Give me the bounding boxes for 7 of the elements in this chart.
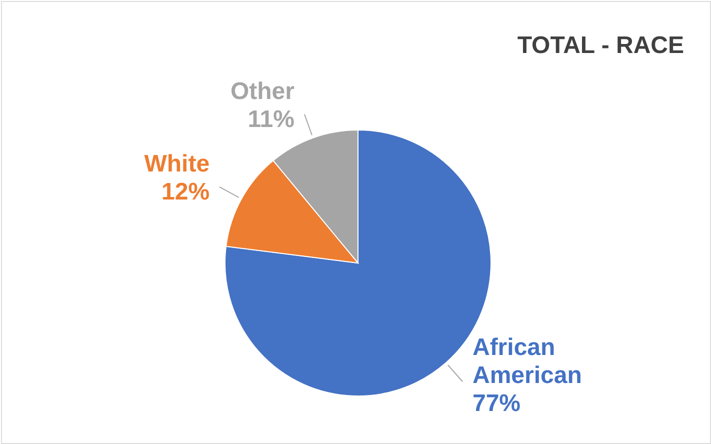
data-label: 11% [248,106,294,133]
chart-title: TOTAL - RACE [517,32,684,59]
slice-label: White [144,150,210,178]
slice-label: Other [230,78,294,105]
data-label: 77% [472,390,521,417]
data-label: 12% [161,178,210,206]
slice-label: African American [472,334,582,389]
